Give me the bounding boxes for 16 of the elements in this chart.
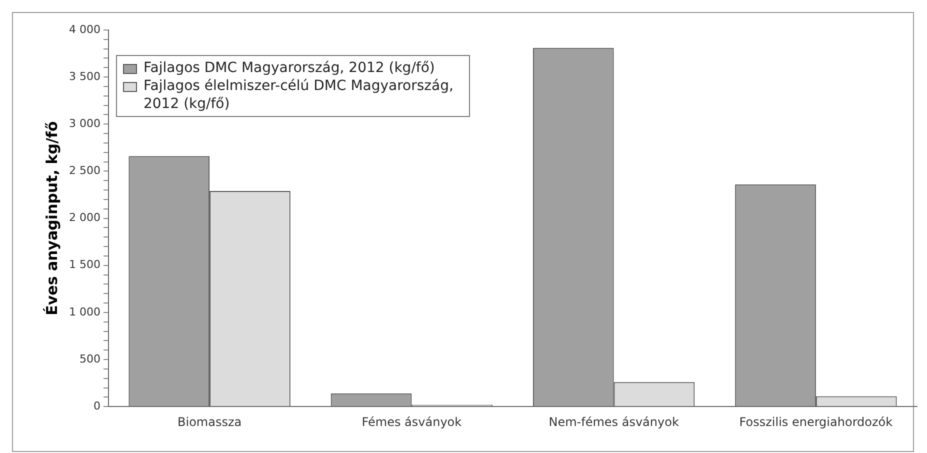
y-tick-label: 2 500 — [68, 164, 100, 178]
y-tick-label: 0 — [93, 399, 100, 412]
y-tick-label: 500 — [79, 352, 100, 366]
x-tick-label: Nem-fémes ásványok — [548, 414, 679, 429]
x-tick-label: Fémes ásványok — [362, 414, 462, 429]
legend-label: Fajlagos DMC Magyarország, 2012 (kg/fő) — [143, 59, 435, 77]
y-axis-title: Éves anyaginput, kg/fő — [42, 121, 61, 316]
y-tick-label: 3 000 — [68, 117, 100, 130]
y-tick-label: 1 000 — [68, 305, 100, 318]
y-tick-label: 4 000 — [68, 22, 100, 36]
y-tick-label: 1 500 — [68, 258, 100, 272]
legend-label: Fajlagos élelmiszer-célú DMC Magyarország, 2012 (kg/fő) — [143, 77, 454, 113]
y-tick-label: 3 500 — [68, 70, 100, 83]
x-tick-label: Biomassza — [178, 414, 242, 429]
y-tick-label: 2 000 — [68, 211, 100, 224]
x-tick-label: Fosszilis energiahordozók — [739, 414, 893, 429]
